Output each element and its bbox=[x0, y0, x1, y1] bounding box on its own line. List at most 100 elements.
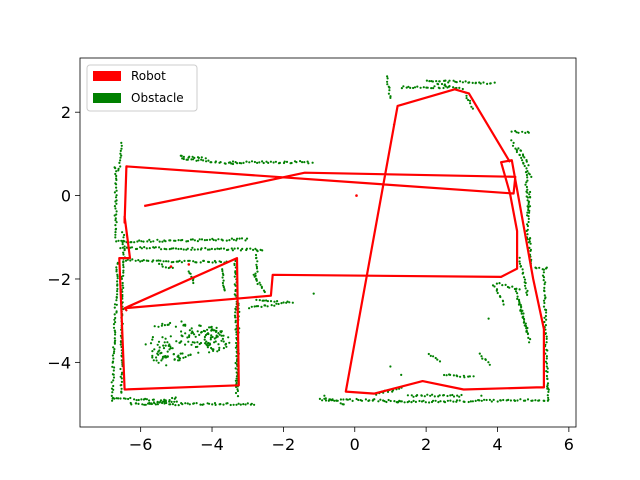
obstacle-point bbox=[255, 298, 258, 301]
obstacle-point bbox=[169, 403, 172, 406]
obstacle-point bbox=[221, 239, 224, 242]
obstacle-point bbox=[379, 398, 382, 401]
obstacle-point bbox=[480, 399, 483, 402]
obstacle-point bbox=[115, 296, 118, 299]
obstacle-point bbox=[231, 162, 235, 166]
obstacle-point bbox=[523, 164, 526, 168]
obstacle-point bbox=[426, 393, 429, 396]
obstacle-point bbox=[193, 248, 196, 251]
obstacle-point bbox=[119, 247, 122, 250]
obstacle-point bbox=[179, 352, 182, 355]
obstacle-point bbox=[226, 402, 229, 405]
obstacle-point bbox=[519, 398, 522, 401]
obstacle-point bbox=[180, 330, 183, 333]
obstacle-point bbox=[452, 374, 455, 377]
obstacle-point bbox=[449, 373, 452, 376]
obstacle-point bbox=[511, 144, 515, 147]
obstacle-point bbox=[175, 340, 178, 343]
obstacle-point bbox=[467, 375, 470, 378]
obstacle-point bbox=[501, 300, 505, 303]
obstacle-point bbox=[114, 231, 117, 234]
obstacle-point bbox=[400, 373, 403, 376]
obstacle-point bbox=[234, 284, 237, 287]
obstacle-point bbox=[202, 159, 205, 162]
obstacle-point bbox=[518, 260, 521, 263]
obstacle-point bbox=[528, 341, 531, 344]
obstacle-point bbox=[148, 399, 151, 402]
obstacle-point bbox=[523, 324, 526, 327]
obstacle-point bbox=[526, 179, 529, 182]
obstacle-point bbox=[438, 360, 442, 363]
obstacle-point bbox=[186, 240, 190, 243]
obstacle-point bbox=[173, 397, 176, 400]
obstacle-point bbox=[171, 266, 174, 269]
obstacle-point bbox=[177, 247, 180, 251]
obstacle-point bbox=[137, 402, 140, 405]
obstacle-point bbox=[141, 403, 144, 406]
obstacle-point bbox=[321, 399, 324, 402]
obstacle-point bbox=[146, 240, 149, 243]
obstacle-point bbox=[274, 160, 277, 163]
obstacle-point bbox=[469, 102, 472, 105]
obstacle-point bbox=[525, 229, 528, 233]
obstacle-point bbox=[518, 288, 521, 291]
obstacle-point bbox=[225, 239, 228, 242]
obstacle-point bbox=[245, 160, 248, 163]
obstacle-point bbox=[153, 348, 156, 351]
obstacle-point bbox=[420, 394, 423, 397]
obstacle-point bbox=[218, 348, 221, 352]
x-tick-label: 2 bbox=[421, 435, 431, 454]
obstacle-point bbox=[459, 375, 462, 378]
obstacle-point bbox=[188, 259, 191, 262]
obstacle-point bbox=[524, 399, 527, 402]
obstacle-point bbox=[458, 395, 461, 398]
obstacle-point bbox=[161, 401, 164, 405]
obstacle-point bbox=[182, 248, 185, 251]
obstacle-point bbox=[242, 403, 245, 406]
obstacle-point bbox=[170, 400, 173, 403]
obstacle-point bbox=[515, 149, 519, 152]
obstacle-point bbox=[254, 253, 258, 257]
obstacle-point bbox=[206, 342, 210, 345]
obstacle-point bbox=[152, 259, 155, 262]
obstacle-point bbox=[507, 398, 510, 401]
obstacle-point bbox=[265, 160, 268, 163]
obstacle-point bbox=[531, 399, 534, 402]
obstacle-point bbox=[203, 338, 206, 341]
obstacle-point bbox=[136, 240, 139, 243]
obstacle-point bbox=[528, 173, 531, 176]
obstacle-point bbox=[206, 248, 210, 251]
obstacle-point bbox=[148, 238, 151, 241]
obstacle-point bbox=[331, 398, 334, 402]
obstacle-point bbox=[214, 160, 217, 163]
obstacle-point bbox=[263, 290, 266, 294]
obstacle-point bbox=[181, 403, 184, 406]
obstacle-point bbox=[488, 363, 491, 366]
obstacle-point bbox=[173, 400, 176, 403]
obstacle-point bbox=[230, 247, 233, 250]
obstacle-point bbox=[120, 387, 123, 390]
obstacle-point bbox=[301, 161, 304, 164]
obstacle-point bbox=[157, 340, 161, 343]
obstacle-point bbox=[431, 393, 434, 396]
obstacle-point bbox=[190, 158, 193, 161]
obstacle-point bbox=[510, 139, 513, 142]
obstacle-point bbox=[245, 247, 248, 250]
obstacle-point bbox=[413, 86, 417, 89]
obstacle-point bbox=[177, 354, 180, 357]
obstacle-point bbox=[191, 238, 194, 241]
obstacle-point bbox=[188, 403, 191, 406]
obstacle-point bbox=[527, 336, 530, 339]
obstacle-point bbox=[164, 355, 167, 358]
obstacle-point bbox=[195, 159, 198, 162]
obstacle-point bbox=[269, 160, 272, 163]
obstacle-point bbox=[498, 282, 501, 285]
obstacle-point bbox=[427, 352, 430, 356]
obstacle-point bbox=[140, 398, 143, 401]
obstacle-point bbox=[545, 266, 548, 269]
obstacle-point bbox=[412, 86, 415, 90]
obstacle-point bbox=[158, 349, 161, 352]
obstacle-point bbox=[152, 359, 155, 362]
obstacle-point bbox=[463, 400, 466, 403]
obstacle-point bbox=[523, 284, 527, 287]
